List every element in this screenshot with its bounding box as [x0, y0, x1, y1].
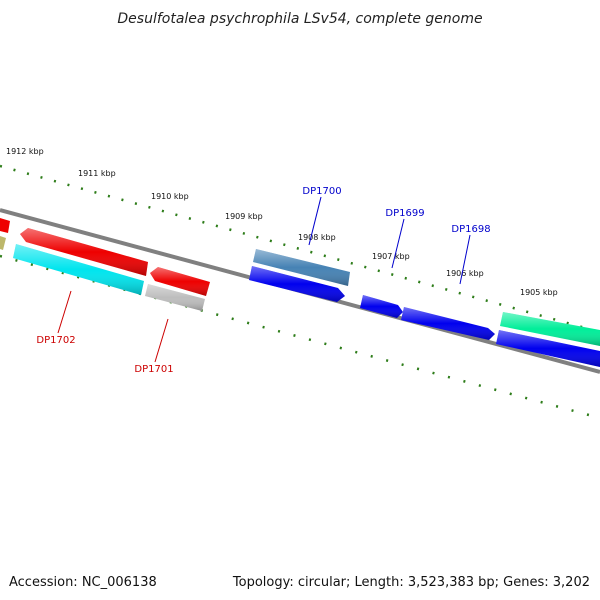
scale-label-1905: 1905 kbp — [520, 288, 558, 297]
feature-olive-edge[interactable] — [0, 236, 6, 250]
leader-dp1701 — [154, 318, 169, 363]
gene-features — [0, 218, 600, 367]
scale-label-1906: 1906 kbp — [446, 269, 484, 278]
leader-dp1702 — [57, 290, 72, 334]
leader-dp1698 — [459, 234, 471, 285]
leader-dp1700 — [308, 196, 322, 246]
label-dp1700[interactable]: DP1700 — [302, 186, 341, 197]
scale-label-1907: 1907 kbp — [372, 252, 410, 261]
genome-summary-text: Topology: circular; Length: 3,523,383 bp… — [232, 575, 590, 590]
scale-label-1912: 1912 kbp — [6, 147, 44, 156]
feature-red-edge[interactable] — [0, 218, 10, 233]
scale-label-1910: 1910 kbp — [151, 192, 189, 201]
map-title: Desulfotalea psychrophila LSv54, complet… — [117, 11, 482, 27]
leader-dp1699 — [391, 218, 405, 269]
gene-labels: DP1700 DP1699 DP1698 DP1702 DP1701 — [36, 186, 490, 375]
label-dp1698[interactable]: DP1698 — [451, 224, 490, 235]
accession-text: Accession: NC_006138 — [9, 575, 157, 590]
scale-labels: 1912 kbp 1911 kbp 1910 kbp 1909 kbp 1908… — [6, 147, 558, 297]
label-dp1702[interactable]: DP1702 — [36, 335, 75, 346]
gene-label-leaders — [57, 196, 471, 363]
label-dp1699[interactable]: DP1699 — [385, 208, 424, 219]
scale-ticks-outer — [0, 164, 600, 334]
scale-label-1909: 1909 kbp — [225, 212, 263, 221]
scale-label-1908: 1908 kbp — [298, 233, 336, 242]
label-dp1701[interactable]: DP1701 — [134, 364, 173, 375]
scale-label-1911: 1911 kbp — [78, 169, 116, 178]
